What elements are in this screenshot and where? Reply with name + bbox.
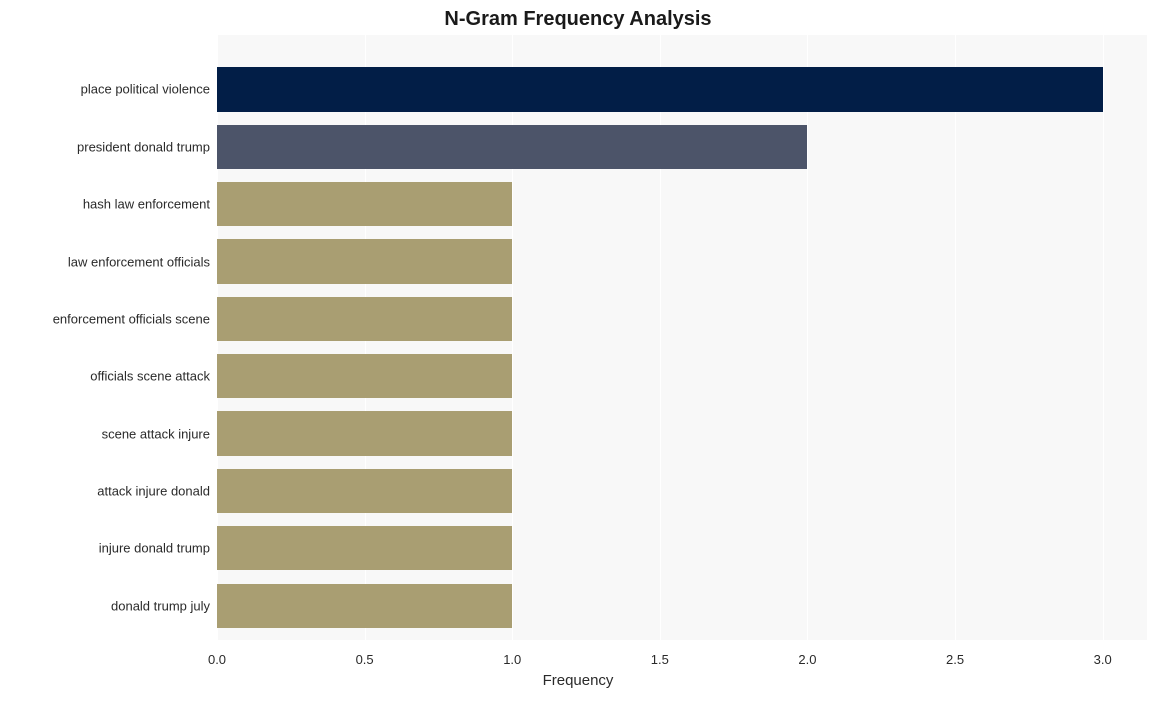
y-tick-label: place political violence	[0, 83, 210, 96]
y-tick-label: officials scene attack	[0, 370, 210, 383]
y-tick-label: injure donald trump	[0, 542, 210, 555]
x-tick-label: 3.0	[1094, 652, 1112, 667]
bar	[217, 297, 512, 341]
chart-title: N-Gram Frequency Analysis	[0, 8, 1156, 31]
bar	[217, 182, 512, 226]
bar	[217, 526, 512, 570]
bar	[217, 411, 512, 455]
bar	[217, 125, 807, 169]
y-tick-label: president donald trump	[0, 140, 210, 153]
x-tick-label: 0.5	[356, 652, 374, 667]
y-tick-label: law enforcement officials	[0, 255, 210, 268]
bar	[217, 239, 512, 283]
x-tick-label: 1.5	[651, 652, 669, 667]
y-tick-label: donald trump july	[0, 599, 210, 612]
plot-area	[217, 35, 1147, 640]
grid-line	[955, 35, 956, 640]
x-axis-title: Frequency	[0, 672, 1156, 689]
x-tick-label: 0.0	[208, 652, 226, 667]
bar	[217, 584, 512, 628]
grid-line	[807, 35, 808, 640]
bar	[217, 469, 512, 513]
x-tick-label: 1.0	[503, 652, 521, 667]
grid-line	[1103, 35, 1104, 640]
bar	[217, 354, 512, 398]
bar	[217, 67, 1103, 111]
ngram-chart: N-Gram Frequency Analysis Frequency 0.0 0…	[0, 0, 1156, 701]
y-tick-label: attack injure donald	[0, 484, 210, 497]
x-tick-label: 2.5	[946, 652, 964, 667]
y-tick-label: hash law enforcement	[0, 198, 210, 211]
y-tick-label: enforcement officials scene	[0, 312, 210, 325]
x-tick-label: 2.0	[798, 652, 816, 667]
y-tick-label: scene attack injure	[0, 427, 210, 440]
